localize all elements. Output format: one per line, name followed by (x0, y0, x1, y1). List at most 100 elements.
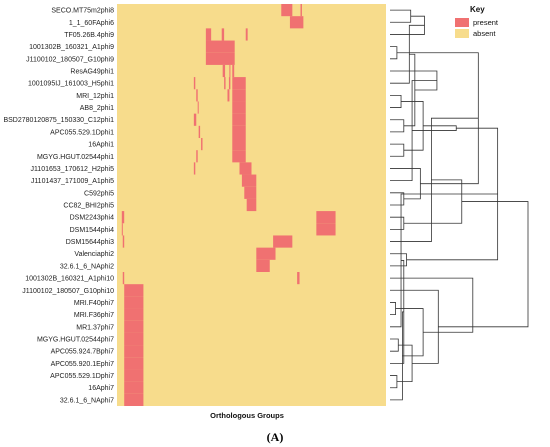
dendrogram-branch (390, 193, 498, 328)
heatmap-cell-present (124, 393, 144, 406)
x-axis-label: Orthologous Groups (210, 411, 284, 420)
panel-label: (A) (267, 430, 284, 444)
row-label: J1100102_180507_G10phi10 (22, 288, 114, 295)
dendrogram-branch (390, 46, 398, 60)
heatmap-cell-present (232, 101, 246, 114)
row-label: 1001302B_160321_A1phi9 (29, 44, 114, 51)
heatmap-cell-present (197, 101, 199, 114)
heatmap-cell-present (222, 64, 226, 78)
row-label: J1101653_170612_H2phi5 (30, 166, 114, 173)
row-label: J1100102_180507_G10phi9 (26, 56, 114, 63)
dendrogram-branch (412, 125, 457, 131)
heatmap-cell-present (122, 272, 125, 285)
row-label: J1101437_171009_A1phi5 (31, 178, 114, 185)
dendrogram-branch (390, 94, 402, 108)
heatmap-grid (117, 4, 386, 406)
heatmap-cell-present (256, 259, 270, 272)
heatmap-cell-present (316, 223, 336, 236)
dendrogram-branch (438, 201, 529, 328)
row-label: MRI_12phi1 (76, 93, 114, 100)
row-label: TF05.26B.4phi9 (64, 32, 114, 39)
heatmap-cell-present (193, 77, 196, 90)
heatmap-cell-present (196, 150, 198, 163)
heatmap-cell-present (124, 284, 144, 297)
heatmap-cell-present (244, 186, 257, 199)
dendrogram-branch (390, 143, 405, 157)
heatmap-cell-present (273, 235, 293, 248)
row-label: 16Aphi1 (88, 142, 114, 149)
heatmap-cell-present (124, 345, 144, 358)
heatmap-cell-present (121, 223, 123, 236)
row-label: DSM1544phi4 (70, 227, 114, 234)
heatmap-cell-present (221, 28, 225, 41)
heatmap-cell-present (232, 125, 246, 138)
dendrogram-branch (390, 375, 398, 389)
heatmap-cell-present (232, 77, 246, 90)
row-label: MRI.F36phi7 (74, 312, 114, 319)
heatmap-cell-present (232, 138, 246, 151)
heatmap-cell-present (256, 247, 276, 260)
heatmap-cell-present (300, 4, 302, 17)
dendrogram-branch (390, 277, 474, 333)
heatmap-cell-present (124, 332, 144, 346)
heatmap-cell-present (289, 16, 304, 29)
heatmap-cell-present (122, 235, 125, 248)
heatmap-cell-present (124, 296, 144, 309)
row-label: CC82_BHI2phi5 (63, 203, 114, 210)
row-label: Valenciaphi2 (74, 251, 114, 258)
legend-swatch-present (455, 18, 469, 27)
row-label: APC055.920.1Ephi7 (51, 361, 115, 368)
row-label: 1001302B_160321_A1phi10 (25, 276, 114, 283)
heatmap-cell-present (124, 369, 144, 382)
heatmap-cell-present (232, 64, 235, 78)
heatmap-cell-present (196, 89, 198, 102)
legend-label-present: present (473, 18, 499, 27)
dendrogram-branch (390, 338, 399, 352)
row-label: MRI.F40phi7 (74, 300, 114, 307)
dendrogram-branch (390, 192, 405, 206)
heatmap-cell-present (201, 138, 203, 151)
heatmap-cell-present (297, 272, 300, 285)
row-label: 32.6.1_6_NAphi7 (60, 397, 114, 404)
row-label: DSM2243phi4 (70, 215, 114, 222)
row-label: APC055.529.1Dphi1 (50, 129, 114, 136)
row-label: ResAG49phi1 (70, 69, 114, 76)
dendrogram-branch (390, 9, 412, 23)
row-label: APC055.529.1Dphi7 (50, 373, 114, 380)
heatmap-cell-present (239, 162, 252, 175)
row-label: 32.6.1_6_NAphi2 (60, 263, 114, 270)
row-labels: SECO.MT75m2phi8 1_1_60FAphi6 TF05.26B.4phi… (3, 8, 114, 405)
heatmap-cell-present (232, 89, 246, 102)
dendrogram-branch (390, 119, 405, 133)
legend-title: Key (470, 5, 485, 14)
heatmap-cell-present (224, 77, 226, 90)
heatmap-cell-present (229, 64, 231, 78)
dendrogram-branch (390, 216, 405, 230)
heatmap-cell-present (205, 28, 212, 41)
legend-swatch-absent (455, 29, 469, 38)
heatmap-cell-present (316, 211, 336, 224)
dendrogram-branch (390, 302, 396, 316)
heatmap-cell-present (193, 113, 197, 126)
heatmap-cell-present (232, 113, 246, 126)
row-label: 16Aphi7 (88, 385, 114, 392)
row-label: MGYG.HGUT.02544phi7 (37, 337, 114, 344)
heatmap-cell-present (198, 125, 201, 138)
row-label: 1001095IJ_161003_H5phi1 (28, 81, 114, 88)
heatmap-cell-present (245, 28, 248, 41)
dendrogram-branch (395, 308, 424, 357)
heatmap-cell-present (124, 308, 144, 321)
dendrogram (390, 9, 529, 401)
row-label: BSD2780120875_150330_C12phi1 (3, 117, 114, 124)
heatmap-cell-present (227, 89, 230, 102)
row-label: APC055.924.7Bphi7 (51, 349, 115, 356)
heatmap-cell-present (246, 198, 257, 212)
heatmap-cell-present (124, 320, 144, 333)
dendrogram-branch (403, 179, 463, 224)
heatmap-cell-present (124, 381, 144, 394)
row-label: MGYG.HGUT.02544phi1 (37, 154, 114, 161)
row-label: SECO.MT75m2phi8 (51, 8, 114, 15)
legend-label-absent: absent (473, 29, 496, 38)
heatmap-cell-present (232, 150, 246, 163)
